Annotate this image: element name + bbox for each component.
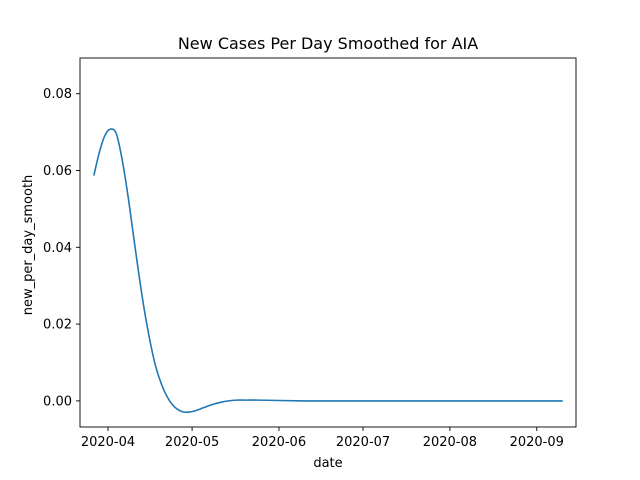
x-tick-label: 2020-06: [252, 435, 306, 450]
y-tick-label: 0.06: [43, 164, 72, 179]
plot-area: [79, 57, 577, 428]
x-tick-label: 2020-09: [510, 435, 564, 450]
chart-title: New Cases Per Day Smoothed for AIA: [178, 34, 478, 53]
x-tick-label: 2020-05: [165, 435, 219, 450]
series-line: [93, 128, 563, 414]
x-tick-label: 2020-04: [81, 435, 135, 450]
y-tick-label: 0.02: [43, 318, 72, 333]
y-tick-label: 0.04: [43, 241, 72, 256]
y-tick-label: 0.00: [43, 394, 72, 409]
axes-frame: [79, 57, 577, 428]
y-axis-ticks: 0.00 0.02 0.04 0.06 0.08: [43, 87, 80, 409]
y-tick-label: 0.08: [43, 87, 72, 102]
x-tick-label: 2020-07: [336, 435, 390, 450]
y-axis-label: new_per_day_smooth: [21, 175, 36, 316]
x-tick-label: 2020-08: [423, 435, 477, 450]
x-axis-label: date: [313, 456, 342, 471]
x-axis-ticks: 2020-04 2020-05 2020-06 2020-07 2020-08 2020-…: [81, 427, 564, 450]
